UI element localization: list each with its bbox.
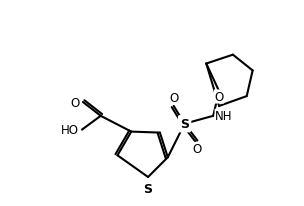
Text: O: O xyxy=(169,91,178,104)
Text: O: O xyxy=(71,96,80,109)
Text: O: O xyxy=(214,91,224,103)
Text: NH: NH xyxy=(215,110,233,123)
Text: HO: HO xyxy=(61,124,79,136)
Text: O: O xyxy=(193,143,202,156)
Text: S: S xyxy=(180,118,189,131)
Text: S: S xyxy=(143,182,153,195)
